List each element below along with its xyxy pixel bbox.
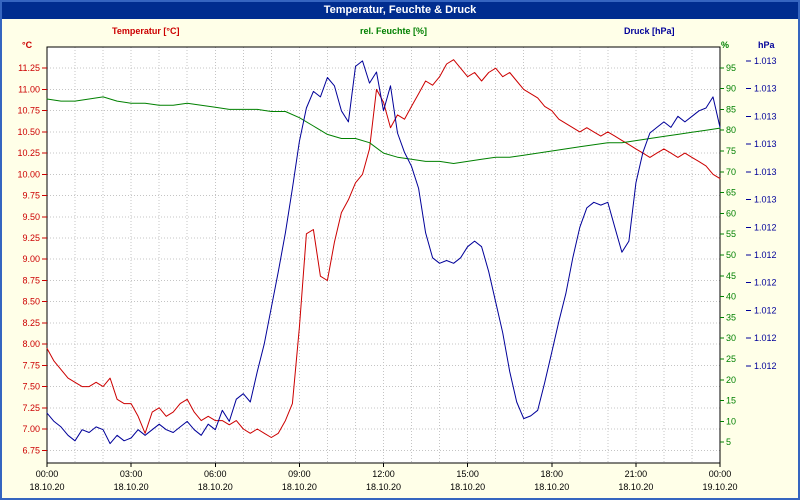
svg-text:75: 75 [726,146,736,156]
window-title-bar: Temperatur, Feuchte & Druck [2,2,798,19]
svg-text:95: 95 [726,63,736,73]
svg-text:10.50: 10.50 [17,127,40,137]
svg-text:55: 55 [726,229,736,239]
svg-text:18.10.20: 18.10.20 [534,482,569,492]
temperature-axis: 11.25 11.00 10.75 10.50 10.25 10.00 9.75 9.50 9.… [17,63,47,455]
window-title: Temperatur, Feuchte & Druck [323,4,477,16]
svg-text:9.25: 9.25 [22,233,40,243]
svg-text:1.013: 1.013 [754,111,777,121]
svg-text:8.00: 8.00 [22,339,40,349]
svg-text:1.013: 1.013 [754,56,777,66]
temperature-axis-unit-label: °C [22,40,33,50]
svg-text:11.25: 11.25 [18,63,40,73]
legend-temperature: Temperatur [°C] [112,26,180,36]
svg-text:8.75: 8.75 [22,275,40,285]
svg-text:1.013: 1.013 [754,139,777,149]
svg-text:21:00: 21:00 [625,469,648,479]
svg-text:15: 15 [726,396,736,406]
svg-text:7.75: 7.75 [22,360,40,370]
svg-text:7.00: 7.00 [22,424,40,434]
svg-text:1.013: 1.013 [754,195,777,205]
svg-text:1.013: 1.013 [754,167,777,177]
svg-text:7.50: 7.50 [22,382,40,392]
svg-text:50: 50 [726,250,736,260]
svg-text:70: 70 [726,167,736,177]
svg-text:00:00: 00:00 [36,469,59,479]
svg-text:40: 40 [726,292,736,302]
svg-text:18.10.20: 18.10.20 [450,482,485,492]
pressure-series-line [46,60,721,445]
humidity-axis: 95 90 85 80 75 70 65 60 55 50 45 40 35 30 25 20 15 10 5 [720,63,736,447]
svg-text:10.25: 10.25 [17,148,40,158]
svg-text:00:00: 00:00 [709,469,732,479]
svg-text:8.25: 8.25 [22,318,40,328]
svg-text:9.50: 9.50 [22,212,40,222]
svg-text:18.10.20: 18.10.20 [198,482,233,492]
svg-text:1.012: 1.012 [754,222,777,232]
legend-humidity: rel. Feuchte [%] [360,26,428,36]
time-axis: 00:00 18.10.20 03:00 18.10.20 06:00 18.10.20 0… [29,463,738,492]
svg-text:1.012: 1.012 [754,278,777,288]
temperature-series-line [46,59,721,438]
svg-text:18.10.20: 18.10.20 [618,482,653,492]
humidity-axis-unit-label: % [721,40,730,50]
pressure-axis: 1.013 1.013 1.013 1.013 1.013 1.013 1.012 1.012… [746,56,777,371]
svg-text:1.012: 1.012 [754,333,777,343]
svg-text:30: 30 [726,333,736,343]
svg-text:20: 20 [726,375,736,385]
svg-text:15:00: 15:00 [456,469,479,479]
svg-text:1.012: 1.012 [754,305,777,315]
gridlines [47,47,720,463]
svg-text:18.10.20: 18.10.20 [366,482,401,492]
humidity-series-line [46,96,721,164]
svg-text:18.10.20: 18.10.20 [29,482,64,492]
svg-text:03:00: 03:00 [120,469,143,479]
svg-text:1.013: 1.013 [754,84,777,94]
svg-text:5: 5 [726,437,731,447]
svg-text:18.10.20: 18.10.20 [114,482,149,492]
svg-text:45: 45 [726,271,736,281]
svg-text:10.00: 10.00 [17,169,40,179]
svg-text:06:00: 06:00 [204,469,227,479]
svg-text:65: 65 [726,188,736,198]
svg-text:7.25: 7.25 [22,403,40,413]
svg-text:85: 85 [726,104,736,114]
pressure-axis-unit-label: hPa [758,40,775,50]
svg-text:60: 60 [726,208,736,218]
svg-text:18.10.20: 18.10.20 [282,482,317,492]
svg-text:9.75: 9.75 [22,191,40,201]
legend-pressure: Druck [hPa] [624,26,675,36]
svg-text:90: 90 [726,84,736,94]
svg-text:80: 80 [726,125,736,135]
svg-text:10: 10 [726,416,736,426]
svg-text:8.50: 8.50 [22,297,40,307]
svg-text:6.75: 6.75 [22,445,40,455]
svg-text:35: 35 [726,312,736,322]
svg-text:25: 25 [726,354,736,364]
svg-text:19.10.20: 19.10.20 [702,482,737,492]
svg-text:11.00: 11.00 [18,84,40,94]
svg-text:09:00: 09:00 [288,469,311,479]
svg-text:1.012: 1.012 [754,361,777,371]
svg-text:18:00: 18:00 [540,469,563,479]
svg-text:9.00: 9.00 [22,254,40,264]
svg-text:1.012: 1.012 [754,250,777,260]
svg-text:12:00: 12:00 [372,469,395,479]
svg-text:10.75: 10.75 [17,106,40,116]
